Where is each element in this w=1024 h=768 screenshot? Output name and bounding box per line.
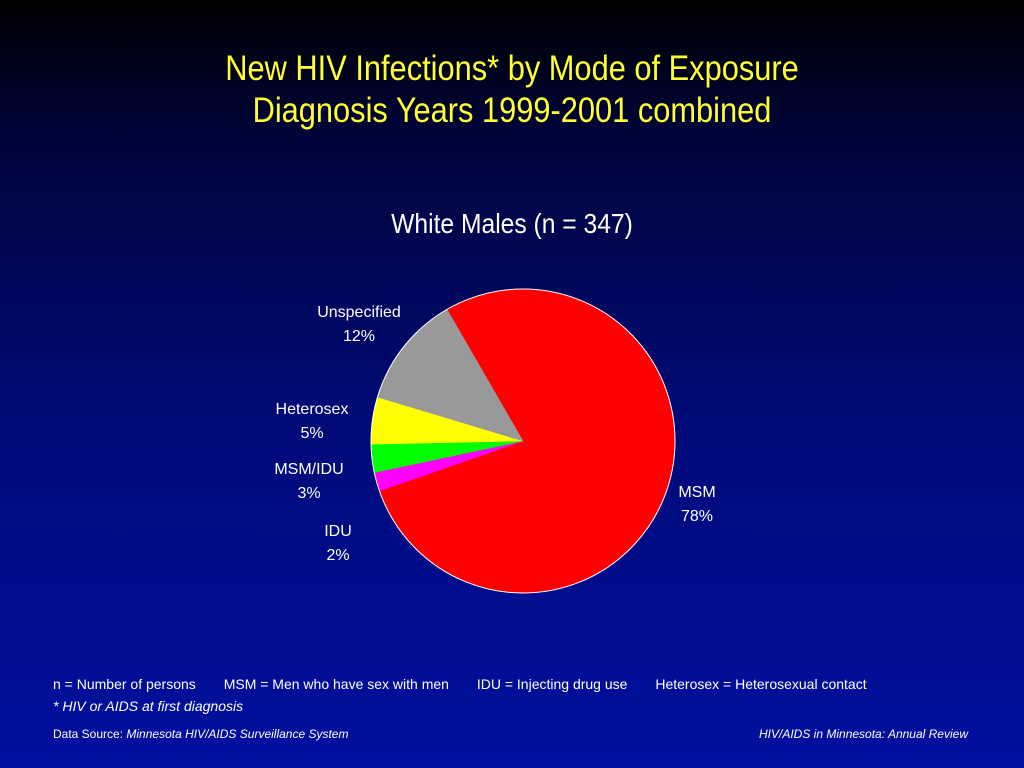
- footnote: * HIV or AIDS at first diagnosis: [53, 698, 244, 714]
- slice-value-msm-idu: 3%: [297, 485, 320, 502]
- slice-value-heterosex: 5%: [300, 425, 323, 442]
- title-line-2: Diagnosis Years 1999-2001 combined: [252, 91, 772, 130]
- slice-label-unspecified: Unspecified: [317, 304, 401, 321]
- data-source-prefix: Data Source:: [53, 727, 124, 741]
- report-name: HIV/AIDS in Minnesota: Annual Review: [759, 727, 968, 741]
- slice-label-msm: MSM: [678, 484, 715, 501]
- slice-value-msm: 78%: [681, 508, 713, 525]
- data-source-name: Minnesota HIV/AIDS Surveillance System: [126, 727, 349, 741]
- slice-label-idu: IDU: [324, 523, 352, 540]
- slice-label-msm-idu: MSM/IDU: [274, 461, 343, 478]
- slice-value-unspecified: 12%: [343, 328, 375, 345]
- slice-value-idu: 2%: [326, 547, 349, 564]
- legend-msm-definition: MSM = Men who have sex with men: [223, 676, 449, 692]
- pie-outline: [370, 288, 676, 594]
- slide-title: New HIV Infections* by Mode of Exposure …: [61, 48, 962, 132]
- legend-n-definition: n = Number of persons: [53, 676, 196, 692]
- title-line-1: New HIV Infections* by Mode of Exposure: [225, 49, 799, 88]
- abbreviation-legend: n = Number of persons MSM = Men who have…: [53, 676, 891, 692]
- data-source: Data Source: Minnesota HIV/AIDS Surveill…: [53, 727, 348, 741]
- legend-idu-definition: IDU = Injecting drug use: [476, 676, 628, 692]
- legend-heterosex-definition: Heterosex = Heterosexual contact: [655, 676, 867, 692]
- chart-title: White Males (n = 347): [391, 208, 633, 239]
- slice-label-heterosex: Heterosex: [276, 401, 349, 418]
